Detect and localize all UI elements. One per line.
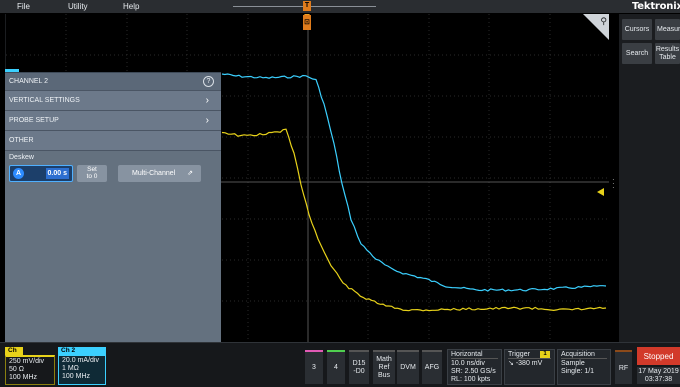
ch1-settings: 250 mV/div 50 Ω 100 MHz [5,355,55,385]
panel-title: CHANNEL 2 [9,78,49,85]
trigger-level-marker[interactable] [597,188,604,196]
trigger-level: -380 mV [515,360,543,367]
date: 17 May 2019 [638,368,679,375]
deskew-value: 0.00 s [45,168,69,179]
trigger-title: Trigger [508,350,551,359]
falling-edge-icon: ↘ [508,360,514,367]
probe-setup-label: PROBE SETUP [9,117,59,124]
deskew-input[interactable]: A 0.00 s [9,165,73,182]
menu-bar: File Utility Help T Tektronix [0,0,680,13]
ch2-settings: 20.0 mA/div 1 MΩ 100 MHz [58,355,106,385]
help-icon[interactable]: ? [203,76,214,87]
set-to-zero-button[interactable]: Set to 0 [77,165,107,182]
vertical-settings-label: VERTICAL SETTINGS [9,97,80,104]
drag-handle-icon[interactable]: · · · [612,175,615,192]
external-window-icon: ⇗ [187,170,193,177]
trigger-position-indicator[interactable]: T [303,1,311,11]
horizontal-title: Horizontal [451,350,498,359]
ch2-badge[interactable]: Ch 2 20.0 mA/div 1 MΩ 100 MHz [58,347,106,385]
multi-channel-button[interactable]: Multi-Channel ⇗ [118,165,201,182]
brand-logo: Tektronix [632,1,680,12]
ch3-button[interactable]: 3 [305,350,323,384]
channel-settings-panel: CHANNEL 2 ? VERTICAL SETTINGS › PROBE SE… [5,72,221,362]
afg-button[interactable]: AFG [422,350,442,384]
trigger-time-marker[interactable]: ⊡ [303,15,311,30]
acquisition-badge[interactable]: Acquisition Sample Single: 1/1 [557,349,611,385]
ch2-panel-tab-indicator [5,69,19,72]
cursors-button[interactable]: Cursors [622,19,652,40]
magnifier-icon: ⚲ [600,16,607,26]
menu-file[interactable]: File [17,2,30,11]
run-stop-status-button[interactable]: Stopped [637,347,680,365]
trigger-badge[interactable]: Trigger 1 ↘ -380 mV [504,349,555,385]
menu-utility[interactable]: Utility [68,2,88,11]
multi-channel-label: Multi-Channel [132,170,176,177]
ch2-tag: Ch 2 [58,347,106,355]
results-bar: Cursors Measur Search Results Table [619,14,680,342]
ch4-button[interactable]: 4 [327,350,345,384]
other-section-body: Deskew A 0.00 s Set to 0 Multi-Channel ⇗ [5,150,221,362]
date-time-display: 17 May 2019 03:37:38 [637,367,680,384]
results-table-label: Results Table [655,45,680,61]
vertical-settings-section[interactable]: VERTICAL SETTINGS › [5,90,221,110]
settings-bar: Ch 1 250 mV/div 50 Ω 100 MHz Ch 2 20.0 m… [0,342,680,387]
search-button[interactable]: Search [622,43,652,64]
horizontal-badge[interactable]: Horizontal 10.0 ns/div SR: 2.50 GS/s RL:… [447,349,502,385]
chevron-right-icon: › [205,115,209,126]
trigger-source-badge: 1 [540,351,550,358]
chevron-right-icon: › [205,95,209,106]
dvm-button[interactable]: DVM [397,350,419,384]
other-label: OTHER [9,137,34,144]
ch1-waveform [221,128,607,312]
ch1-badge[interactable]: Ch 1 250 mV/div 50 Ω 100 MHz [5,347,55,385]
acquisition-title: Acquisition [561,350,607,359]
measure-button[interactable]: Measur [655,19,680,40]
digital-channels-button[interactable]: D15 -D0 [349,350,369,384]
deskew-label: Deskew [9,154,34,161]
rf-button[interactable]: RF [615,350,632,384]
ch1-tag: Ch 1 [5,347,23,362]
results-table-button[interactable]: Results Table [655,43,680,64]
menu-help[interactable]: Help [123,2,140,11]
ch2-waveform [221,73,607,292]
other-section[interactable]: OTHER [5,130,221,150]
panel-header: CHANNEL 2 ? [5,73,221,90]
time: 03:37:38 [644,376,673,383]
knob-a-icon: A [13,168,24,179]
probe-setup-section[interactable]: PROBE SETUP › [5,110,221,130]
math-ref-bus-button[interactable]: Math Ref Bus [373,350,395,384]
